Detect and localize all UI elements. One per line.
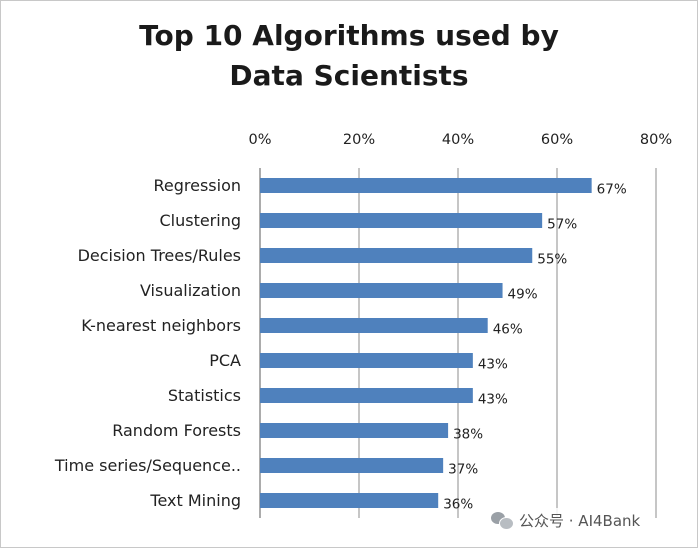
x-tick-label: 40% <box>442 132 474 148</box>
x-tick-label: 20% <box>343 132 375 148</box>
category-label: Statistics <box>168 386 241 405</box>
value-label: 67% <box>597 182 627 198</box>
watermark: 公众号 · AI4Bank <box>487 508 645 532</box>
value-labels: 67% 57% 55% 49% 46% 43% 43% 38% 37% 36% <box>443 182 627 513</box>
value-label: 43% <box>478 357 508 373</box>
value-label: 49% <box>508 287 538 303</box>
bar <box>260 388 473 403</box>
bars <box>260 178 592 508</box>
chart-title-line-1: Top 10 Algorithms used by <box>139 19 559 52</box>
bar <box>260 318 488 333</box>
x-tick-label: 0% <box>248 132 271 148</box>
bar <box>260 353 473 368</box>
bar <box>260 423 449 438</box>
category-label: Clustering <box>159 211 241 230</box>
bar <box>260 178 592 193</box>
category-label: Regression <box>153 176 241 195</box>
category-label: Visualization <box>140 281 241 300</box>
value-label: 36% <box>443 497 473 513</box>
bar <box>260 213 543 228</box>
watermark-text: 公众号 · AI4Bank <box>519 511 641 530</box>
category-label: Random Forests <box>112 421 241 440</box>
value-label: 37% <box>448 462 478 478</box>
x-axis-ticks: 0% 20% 40% 60% 80% <box>248 132 672 148</box>
bar <box>260 458 444 473</box>
value-label: 57% <box>547 217 577 233</box>
value-label: 55% <box>537 252 567 268</box>
category-labels: Regression Clustering Decision Trees/Rules… <box>54 176 241 510</box>
x-tick-label: 60% <box>541 132 573 148</box>
chart-title-line-2: Data Scientists <box>229 59 469 92</box>
bar <box>260 283 503 298</box>
bar <box>260 493 439 508</box>
bar <box>260 248 533 263</box>
category-label: K-nearest neighbors <box>81 316 241 335</box>
wechat-icon <box>491 510 514 530</box>
value-label: 38% <box>453 427 483 443</box>
value-label: 46% <box>493 322 523 338</box>
category-label: PCA <box>209 351 241 370</box>
category-label: Time series/Sequence.. <box>54 456 241 475</box>
chart-title: Top 10 Algorithms used by Data Scientist… <box>0 16 698 96</box>
category-label: Decision Trees/Rules <box>78 246 241 265</box>
category-label: Text Mining <box>149 491 241 510</box>
value-label: 43% <box>478 392 508 408</box>
x-tick-label: 80% <box>640 132 672 148</box>
